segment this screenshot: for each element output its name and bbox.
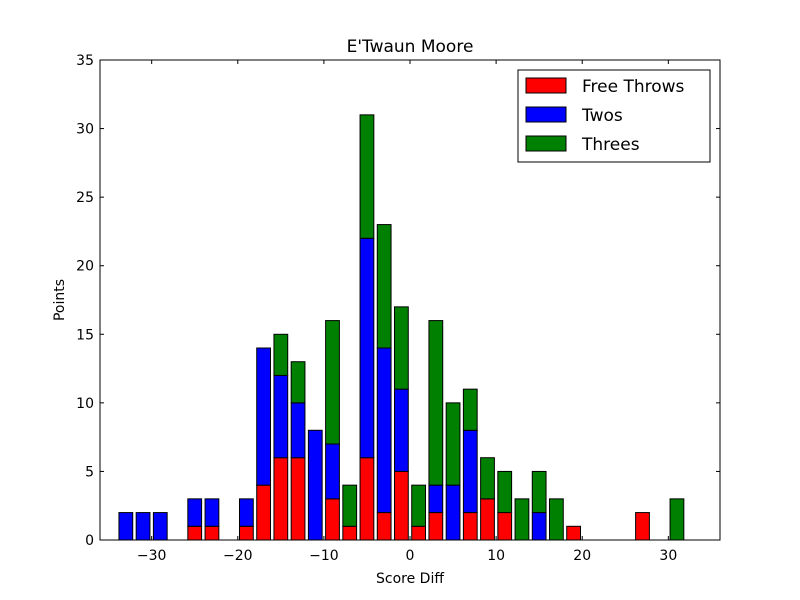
x-tick-label: 30 xyxy=(659,548,677,564)
bar-free-throws-5 xyxy=(239,525,254,541)
y-tick-label: 25 xyxy=(76,190,94,206)
y-tick-label: 35 xyxy=(76,53,94,69)
bar-twos-0 xyxy=(118,512,134,541)
legend-label-twos: Twos xyxy=(581,106,623,126)
bar-twos-13 xyxy=(376,347,392,514)
bar-twos-5 xyxy=(239,498,254,527)
x-tick-label: 10 xyxy=(487,548,505,564)
bar-threes-15 xyxy=(411,484,427,527)
bar-threes-17 xyxy=(445,402,461,486)
bar-twos-1 xyxy=(135,512,151,541)
bar-free-throws-14 xyxy=(394,470,409,541)
x-tick-label: 20 xyxy=(573,548,591,564)
bar-threes-23 xyxy=(549,498,564,541)
bar-free-throws-7 xyxy=(273,457,289,541)
bar-free-throws-19 xyxy=(480,498,495,541)
x-axis-label: Score Diff xyxy=(376,571,444,587)
bar-threes-13 xyxy=(376,224,392,349)
bar-twos-18 xyxy=(462,429,478,514)
bar-twos-6 xyxy=(256,347,272,486)
bar-free-throws-25 xyxy=(635,512,650,541)
bar-free-throws-15 xyxy=(411,525,427,541)
bar-twos-7 xyxy=(273,374,289,459)
bar-twos-12 xyxy=(359,237,375,459)
bar-threes-11 xyxy=(342,484,358,527)
bar-twos-16 xyxy=(428,484,444,514)
bar-free-throws-18 xyxy=(462,512,478,541)
y-tick-label: 10 xyxy=(76,396,94,412)
bar-threes-22 xyxy=(531,470,547,514)
bar-free-throws-11 xyxy=(342,525,358,541)
y-tick-label: 15 xyxy=(76,327,94,343)
bar-free-throws-20 xyxy=(497,512,513,541)
chart-title: E'Twaun Moore xyxy=(347,37,474,57)
y-tick-label: 5 xyxy=(85,464,94,480)
bar-threes-19 xyxy=(480,457,495,500)
bar-free-throws-6 xyxy=(256,484,272,541)
y-tick-label: 0 xyxy=(85,533,94,549)
bar-threes-7 xyxy=(273,333,289,376)
x-tick-label: −10 xyxy=(309,548,339,564)
bar-threes-12 xyxy=(359,114,375,239)
bar-threes-21 xyxy=(514,498,530,541)
y-tick-label: 30 xyxy=(76,122,94,138)
bar-threes-10 xyxy=(325,320,340,445)
bar-free-throws-3 xyxy=(187,525,203,541)
bar-threes-16 xyxy=(428,320,444,486)
bar-free-throws-24 xyxy=(566,525,582,541)
bar-free-throws-16 xyxy=(428,512,444,541)
y-tick-label: 20 xyxy=(76,259,94,275)
bar-free-throws-10 xyxy=(325,498,340,541)
legend-label-free-throws: Free Throws xyxy=(582,77,685,97)
legend-swatch-threes xyxy=(525,135,567,152)
bar-twos-22 xyxy=(531,512,547,541)
legend-label-threes: Threes xyxy=(581,135,640,155)
bar-free-throws-8 xyxy=(290,457,306,541)
bar-threes-18 xyxy=(462,388,478,431)
bar-twos-17 xyxy=(445,484,461,541)
ticks-layer: −30 −20 −10 0 10 20 30 0 5 10 15 20 25 30 35 xyxy=(76,53,720,564)
bar-twos-14 xyxy=(394,388,409,472)
bar-twos-3 xyxy=(187,498,203,527)
legend: Free Throws Twos Threes xyxy=(517,69,711,163)
x-tick-label: 0 xyxy=(406,548,415,564)
bar-threes-26 xyxy=(669,498,685,541)
bar-twos-10 xyxy=(325,443,340,500)
x-tick-label: −20 xyxy=(223,548,253,564)
bar-twos-9 xyxy=(307,429,323,541)
bar-threes-20 xyxy=(497,470,513,514)
y-axis-label: Points xyxy=(52,279,68,321)
x-tick-label: −30 xyxy=(137,548,167,564)
bars-layer xyxy=(118,114,685,541)
bar-twos-8 xyxy=(290,402,306,459)
bar-threes-8 xyxy=(290,361,306,404)
legend-swatch-twos xyxy=(525,106,567,123)
bar-twos-2 xyxy=(152,512,168,541)
bar-free-throws-4 xyxy=(204,525,220,541)
legend-swatch-free-throws xyxy=(525,77,567,94)
bar-free-throws-13 xyxy=(376,512,392,541)
bar-threes-14 xyxy=(394,306,409,390)
bar-free-throws-12 xyxy=(359,457,375,541)
bar-twos-4 xyxy=(204,498,220,527)
